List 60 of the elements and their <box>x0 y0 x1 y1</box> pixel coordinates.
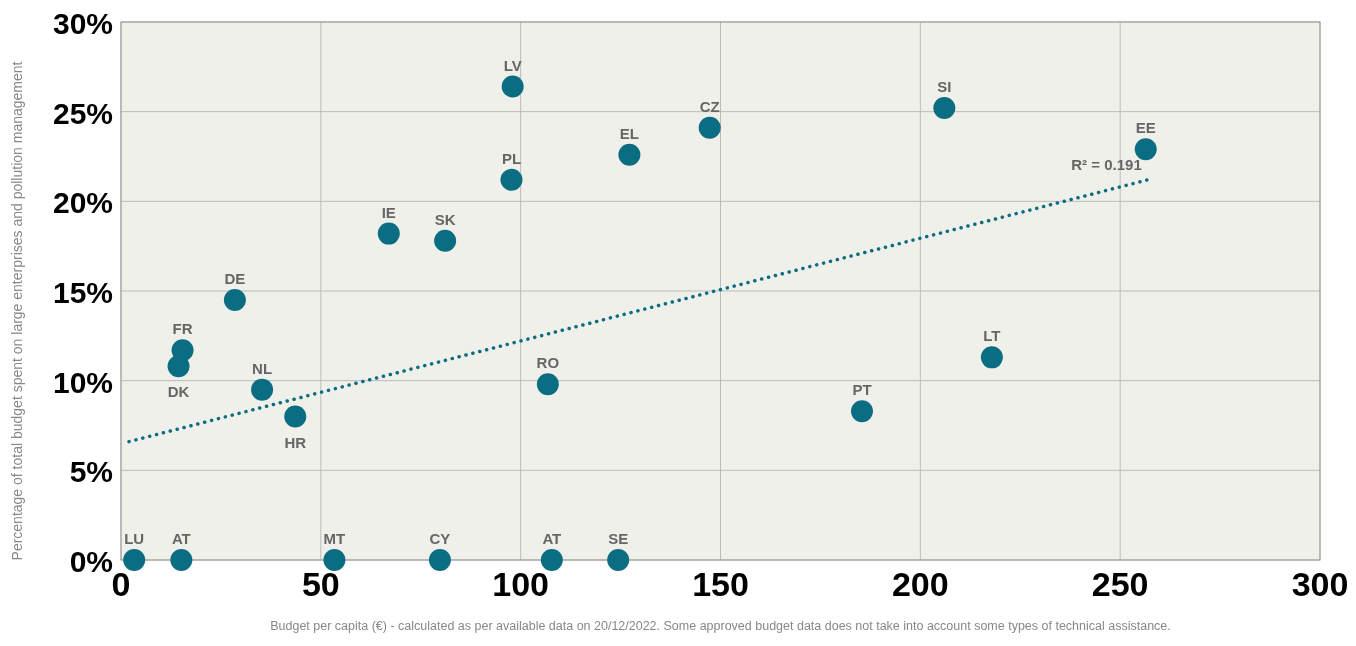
point <box>618 143 641 166</box>
annotation: PT <box>852 381 872 399</box>
annotation: MT <box>323 530 346 547</box>
point <box>167 355 190 378</box>
point <box>501 75 524 98</box>
x-tick-label: 0 <box>111 565 131 603</box>
point <box>607 549 630 571</box>
annotation: LU <box>124 530 145 547</box>
x-tick-label: 200 <box>891 565 949 603</box>
point <box>251 378 274 401</box>
annotation: IE <box>381 203 396 221</box>
x-tick-label: 250 <box>1091 565 1149 603</box>
point <box>1134 138 1157 161</box>
y-tick-label: 0% <box>69 545 113 578</box>
annotation: FR <box>172 320 193 338</box>
annotation: DK <box>167 383 190 401</box>
point <box>170 549 193 571</box>
annotation: SI <box>937 78 952 96</box>
annotation: PL <box>501 149 522 167</box>
x-tick-label: 150 <box>692 565 749 603</box>
point <box>850 400 873 423</box>
x-tick-label: 50 <box>301 565 340 603</box>
point <box>698 116 721 139</box>
annotation: RO <box>536 354 560 372</box>
annotation: LT <box>983 327 1001 345</box>
annotation: SK <box>434 210 456 228</box>
annotation: LV <box>503 56 522 74</box>
point <box>428 549 451 571</box>
annotation: CZ <box>699 97 720 115</box>
point <box>284 405 307 428</box>
point <box>933 97 956 120</box>
point <box>323 549 346 571</box>
y-tick-label: 10% <box>52 365 113 399</box>
annotation: EL <box>619 124 639 142</box>
point <box>223 288 246 311</box>
y-tick-label: 5% <box>69 455 113 489</box>
point <box>980 346 1003 369</box>
annotation: AT <box>171 530 191 547</box>
annotation: DE <box>224 269 246 287</box>
annotation: HR <box>284 433 307 451</box>
annotation: EE <box>1135 119 1156 137</box>
y-tick-label: 20% <box>52 186 113 220</box>
y-tick-label: 25% <box>52 96 113 130</box>
x-tick-label: 100 <box>492 565 550 603</box>
point <box>434 229 457 252</box>
x-tick-label: 300 <box>1291 565 1349 603</box>
y-axis-title: Percentage of total budget spent on large enterprises and pollution management <box>9 61 25 561</box>
annotation: AT <box>542 530 562 547</box>
point <box>377 222 400 245</box>
y-tick-label: 15% <box>52 276 113 309</box>
annotation: NL <box>252 359 273 377</box>
x-axis-title: Budget per capita (€) - calculated as per available data on 20/12/2022. Some approved budget data does not take into account some types of technical assistance. <box>270 619 1171 633</box>
point <box>123 549 146 571</box>
annotation: R² = 0.191 <box>1071 155 1142 173</box>
point <box>536 373 559 396</box>
annotation: CY <box>429 530 451 547</box>
point <box>500 168 523 191</box>
y-tick-label: 30% <box>52 7 113 40</box>
annotation: SE <box>608 530 629 547</box>
point <box>540 549 563 571</box>
